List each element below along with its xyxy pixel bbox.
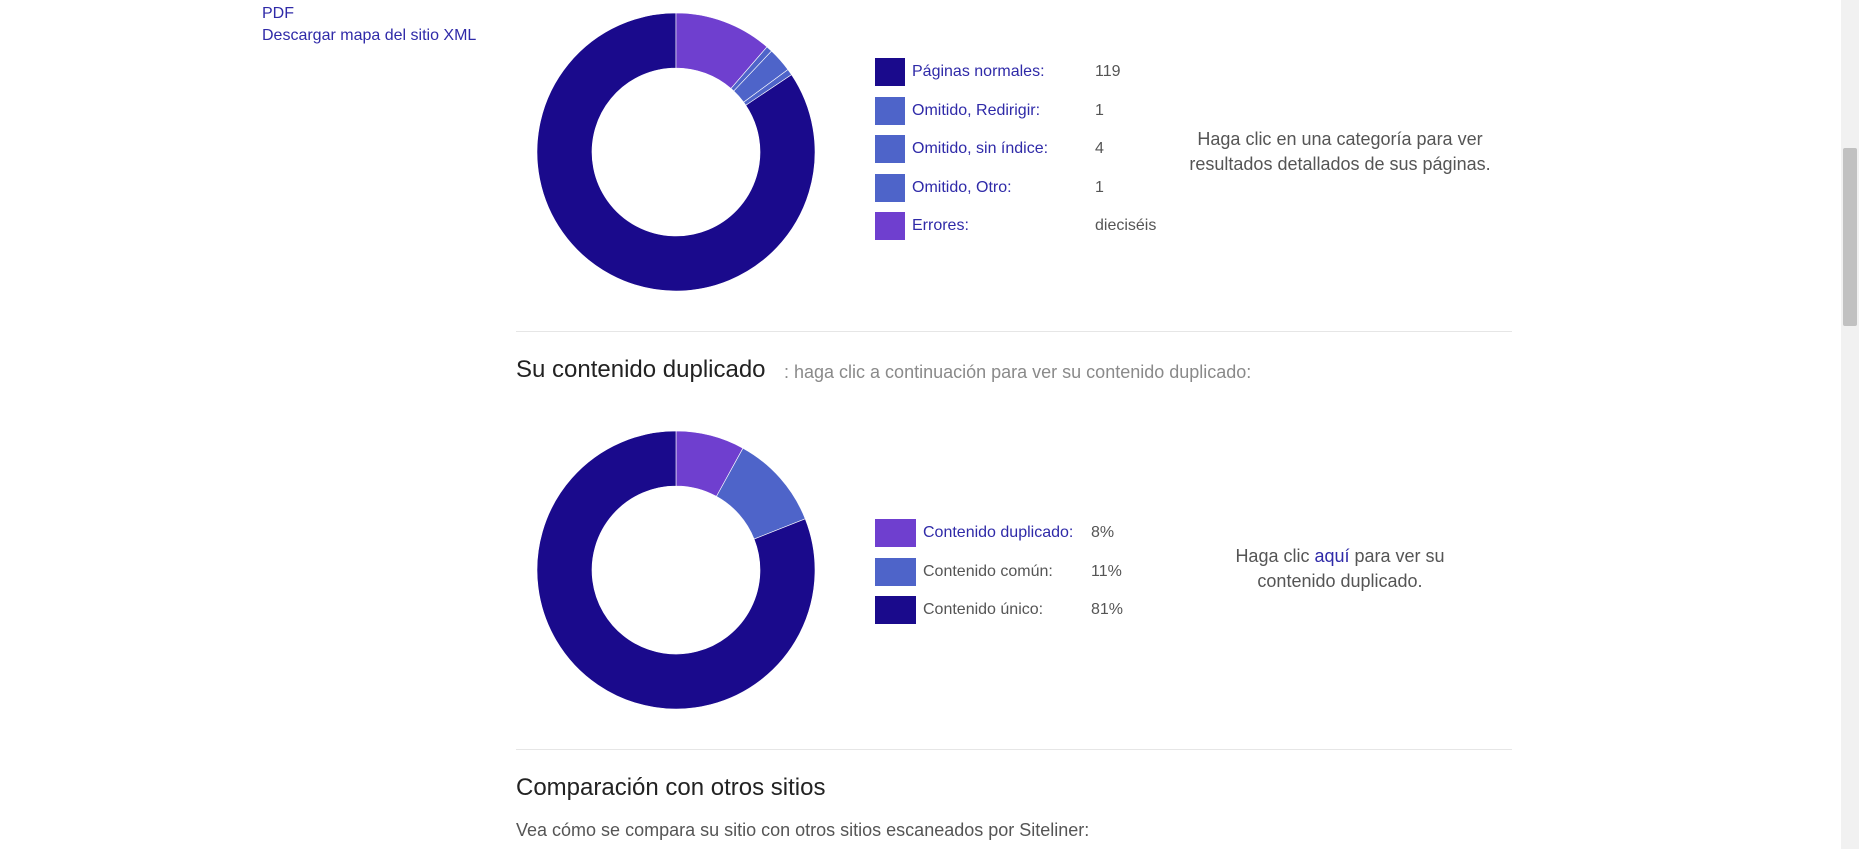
legend-label-duplicate[interactable]: Contenido duplicado: <box>923 524 1074 542</box>
legend-swatch <box>875 135 905 164</box>
duplicate-donut-chart[interactable] <box>536 430 816 710</box>
pages-donut-svg[interactable] <box>536 12 816 292</box>
legend-value-noindex: 4 <box>1095 140 1104 158</box>
legend-row-duplicate[interactable]: Contenido duplicado: 8% <box>875 514 1123 553</box>
duplicate-legend: Contenido duplicado: 8% Contenido común:… <box>875 514 1123 630</box>
legend-value-unique: 81% <box>1091 601 1124 619</box>
pages-hint: Haga clic en una categoría para ver resu… <box>1189 129 1491 174</box>
sidebar-links: PDF Descargar mapa del sitio XML <box>262 3 476 47</box>
legend-swatch <box>875 519 916 548</box>
legend-label-unique: Contenido único: <box>923 601 1044 619</box>
vertical-scrollbar[interactable] <box>1841 0 1859 849</box>
legend-swatch <box>875 173 905 202</box>
duplicate-hint-before: Haga clic <box>1235 546 1315 566</box>
legend-value-normal-pages: 119 <box>1095 63 1121 81</box>
legend-value-other: 1 <box>1095 178 1104 196</box>
legend-row-normal-pages[interactable]: Páginas normales: 119 <box>875 53 1156 92</box>
legend-swatch <box>875 96 905 125</box>
legend-row-redirect[interactable]: Omitido, Redirigir: 1 <box>875 92 1156 131</box>
legend-label-normal-pages[interactable]: Páginas normales: <box>912 63 1045 81</box>
legend-row-common: Contenido común: 11% <box>875 553 1123 592</box>
legend-label-errors[interactable]: Errores: <box>912 217 969 235</box>
legend-row-errors[interactable]: Errores: dieciséis <box>875 207 1156 246</box>
duplicate-section-subtitle: : haga clic a continuación para ver su c… <box>784 362 1252 382</box>
scrollbar-thumb[interactable] <box>1843 148 1857 326</box>
donut-slice-contenido-único[interactable] <box>536 430 816 710</box>
legend-row-other[interactable]: Omitido, Otro: 1 <box>875 169 1156 208</box>
legend-label-common: Contenido común: <box>923 562 1053 580</box>
legend-value-duplicate: 8% <box>1091 524 1115 542</box>
donut-slice-errores[interactable] <box>675 12 768 89</box>
section-divider <box>516 749 1512 750</box>
legend-value-common: 11% <box>1091 562 1122 580</box>
legend-label-redirect[interactable]: Omitido, Redirigir: <box>912 101 1041 119</box>
legend-value-errors: dieciséis <box>1095 217 1157 235</box>
comparison-section-text: Vea cómo se compara su sitio con otros s… <box>516 820 1090 840</box>
pages-legend: Páginas normales: 119 Omitido, Redirigir… <box>875 53 1156 246</box>
download-xml-sitemap-link[interactable]: Descargar mapa del sitio XML <box>262 27 477 44</box>
duplicate-hint-link[interactable]: aquí <box>1314 546 1350 566</box>
legend-label-noindex[interactable]: Omitido, sin índice: <box>912 140 1049 158</box>
comparison-section-title: Comparación con otros sitios <box>516 774 826 801</box>
legend-label-other[interactable]: Omitido, Otro: <box>912 178 1012 196</box>
legend-swatch <box>875 212 905 241</box>
duplicate-hint-after: para ver su contenido duplicado. <box>1257 546 1445 591</box>
duplicate-donut-svg[interactable] <box>536 430 816 710</box>
legend-row-unique: Contenido único: 81% <box>875 591 1123 630</box>
donut-slice-páginas-normales[interactable] <box>536 12 816 292</box>
section-divider <box>516 331 1512 332</box>
duplicate-section-title: Su contenido duplicado <box>516 356 766 383</box>
legend-swatch <box>875 58 905 87</box>
pages-donut-chart[interactable] <box>536 12 816 292</box>
pdf-link[interactable]: PDF <box>262 5 294 22</box>
legend-row-noindex[interactable]: Omitido, sin índice: 4 <box>875 130 1156 169</box>
legend-swatch <box>875 596 916 625</box>
legend-value-redirect: 1 <box>1095 101 1104 119</box>
legend-swatch <box>875 557 916 586</box>
duplicate-hint: Haga clic aquí para ver su contenido dup… <box>1210 544 1470 594</box>
